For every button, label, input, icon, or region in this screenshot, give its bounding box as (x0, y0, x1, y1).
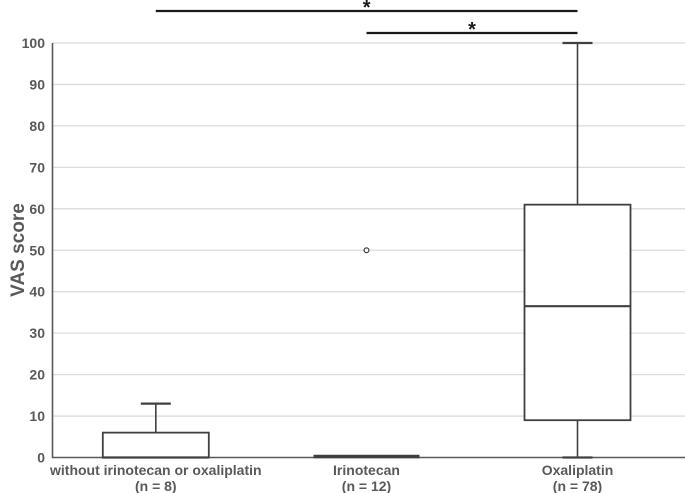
y-tick-label: 70 (29, 159, 45, 175)
y-tick-label: 30 (29, 325, 45, 341)
group-sublabel: (n = 12) (341, 477, 392, 493)
box (523, 203, 632, 422)
y-tick-label: 90 (29, 76, 45, 92)
x-label-group-2: Irinotecan (n = 12) (333, 462, 400, 493)
group-label: without irinotecan or oxaliplatin (50, 462, 262, 478)
y-tick-label: 40 (29, 284, 45, 300)
y-axis-title: VAS score (8, 203, 29, 297)
group-sublabel: (n = 78) (552, 477, 603, 493)
y-tick-label: 80 (29, 118, 45, 134)
y-tick-label: 100 (22, 35, 46, 51)
y-tick-label: 0 (37, 450, 45, 466)
y-tick-label: 10 (29, 408, 45, 424)
significance-asterisk: * (363, 0, 371, 19)
outlier-point (363, 247, 370, 254)
y-tick-label: 50 (29, 242, 45, 258)
x-label-group-3: Oxaliplatin (n = 78) (541, 462, 614, 493)
significance-asterisk: * (468, 19, 476, 41)
box (101, 431, 210, 459)
group-label: Irinotecan (333, 462, 400, 478)
group-label: Oxaliplatin (541, 462, 614, 478)
x-label-group-1: without irinotecan or oxaliplatin (n = 8… (50, 462, 262, 493)
y-tick-label: 60 (29, 201, 45, 217)
group-sublabel: (n = 8) (134, 477, 177, 493)
y-tick-label: 20 (29, 367, 45, 383)
